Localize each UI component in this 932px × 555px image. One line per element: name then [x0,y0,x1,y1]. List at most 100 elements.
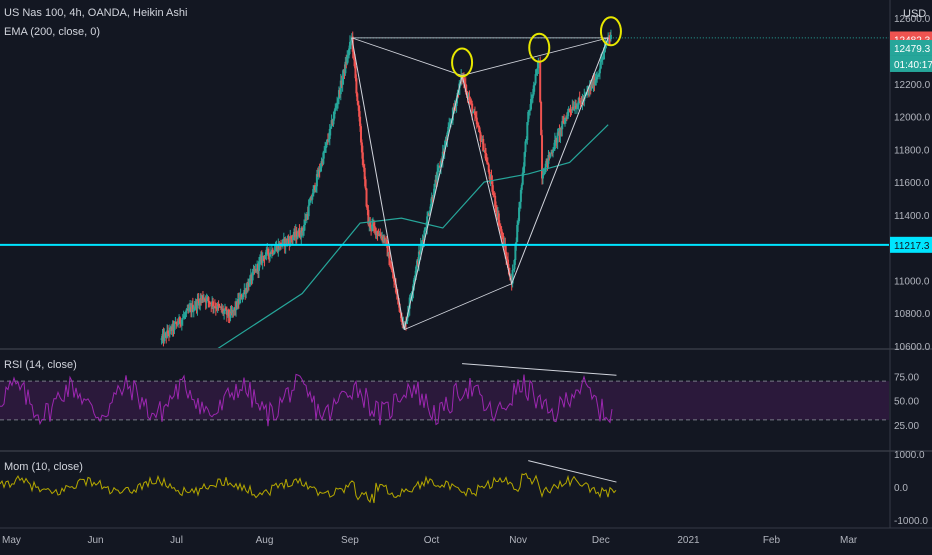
price-badge-3[interactable] [890,236,932,253]
candle-331 [464,83,467,93]
candle-439 [563,118,566,124]
candle-367 [497,213,500,226]
candle-34 [191,304,194,312]
candle-235 [376,231,379,235]
candle-153 [301,227,304,233]
momentum-panel[interactable] [0,460,617,504]
momentum-line[interactable] [0,472,617,504]
candle-305 [440,160,443,162]
candle-392 [520,184,523,190]
candle-364 [495,206,498,210]
candle-62 [217,304,220,306]
candle-184 [329,126,332,129]
candle-121 [271,249,274,255]
candle-173 [319,167,322,171]
candle-191 [336,103,339,106]
candle-140 [289,236,292,245]
candle-221 [363,167,366,180]
candle-377 [507,259,510,268]
price-tick-8: 11000.0 [894,276,930,287]
candle-285 [422,239,425,241]
price-badge-label-2: 01:40:17 [894,60,932,71]
symbol-legend[interactable]: US Nas 100, 4h, OANDA, Heikin Ashi [4,7,187,19]
harmonic-link-1[interactable] [404,283,512,330]
price-tick-6: 11400.0 [894,211,930,222]
rsi-panel[interactable] [0,363,889,427]
candle-75 [229,311,232,318]
candle-122 [272,253,275,255]
candle-393 [521,172,524,185]
currency-label[interactable]: USD [903,8,926,20]
candle-461 [584,94,587,96]
candle-449 [573,108,576,110]
candle-260 [399,311,402,313]
candle-387 [516,224,519,242]
candle-246 [386,243,389,257]
highlight-circle-0[interactable] [451,47,474,78]
rsi-line[interactable] [0,373,613,427]
rsi-divergence-line[interactable] [462,363,617,376]
candle-407 [534,74,537,84]
price-panel[interactable] [0,16,889,350]
candle-345 [477,125,480,128]
candle-248 [388,252,391,266]
candle-193 [337,90,340,99]
candle-403 [530,98,533,100]
candle-406 [533,83,536,86]
ema-200-line[interactable] [217,124,609,350]
candle-478 [599,59,602,69]
candle-341 [473,111,476,116]
candle-489 [609,34,612,40]
candle-0 [160,338,163,340]
candle-436 [561,121,564,130]
candle-333 [466,93,469,97]
candle-472 [594,80,597,86]
candle-168 [314,186,317,191]
price-badge-2[interactable] [890,55,932,72]
candle-385 [514,243,517,260]
highlight-circle-2[interactable] [599,16,622,47]
candle-216 [359,116,362,127]
candle-256 [395,292,398,295]
candle-261 [400,312,403,322]
harmonic-link-2[interactable] [461,37,609,76]
candle-92 [245,287,248,295]
candle-223 [365,188,368,207]
candle-418 [544,163,547,173]
price-badge-1[interactable] [890,39,932,56]
candle-209 [352,51,355,55]
time-tick-6: Nov [509,535,527,546]
time-tick-9: Feb [763,535,781,546]
mom-divergence-line[interactable] [528,460,617,483]
candle-213 [356,93,359,101]
mom-legend[interactable]: Mom (10, close) [4,461,83,473]
candle-431 [556,132,559,143]
highlight-circle-1[interactable] [528,32,551,63]
ema-legend[interactable]: EMA (200, close, 0) [4,26,100,38]
candle-253 [393,278,396,282]
candle-138 [287,239,290,241]
candle-458 [581,98,584,104]
candle-27 [185,309,188,314]
candle-476 [597,73,600,75]
candle-427 [552,149,555,151]
candle-423 [549,153,552,158]
candle-399 [527,111,530,123]
rsi-legend[interactable]: RSI (14, close) [4,359,77,371]
candle-428 [553,139,556,150]
candle-250 [390,266,393,269]
candle-485 [606,41,609,44]
candle-106 [258,261,261,271]
candle-287 [424,229,427,231]
candle-401 [529,109,532,111]
candle-63 [218,305,221,307]
candle-61 [216,304,219,310]
candle-116 [267,248,270,255]
candle-454 [577,97,580,105]
candle-475 [597,74,600,77]
harmonic-link-0[interactable] [351,37,463,76]
candle-99 [251,271,254,281]
candle-39 [196,299,199,309]
